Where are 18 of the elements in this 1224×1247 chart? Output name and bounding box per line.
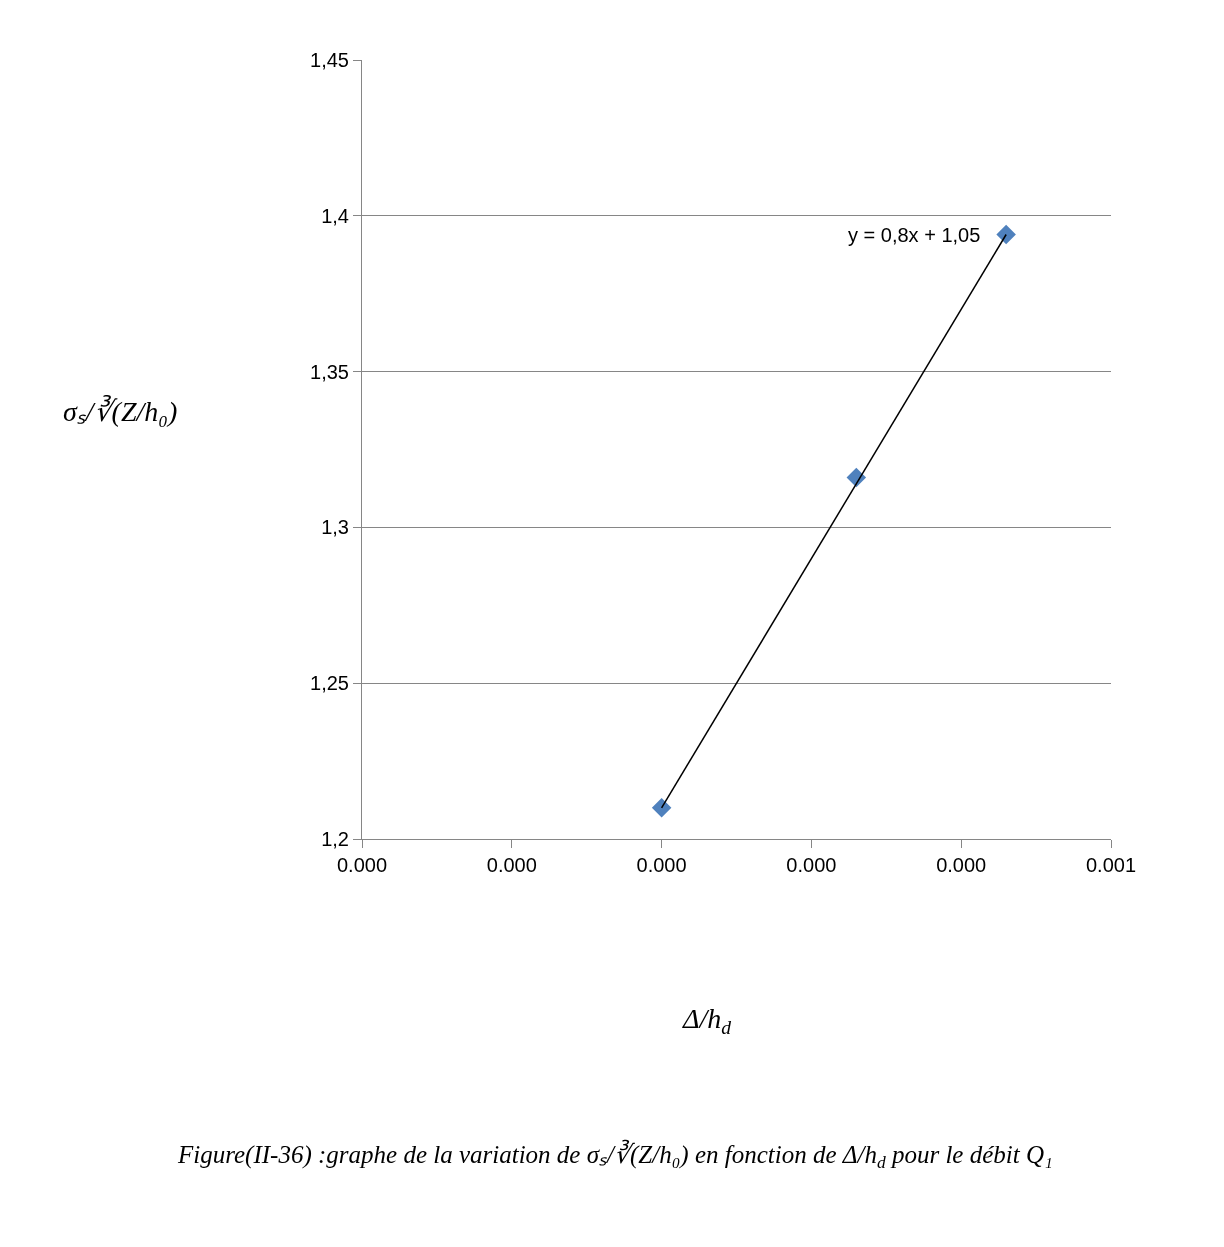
x-tick-label: 0.000	[486, 854, 537, 876]
x-tick-label: 0.000	[336, 854, 388, 876]
text: Figure(II-36) :graphe de la variation de σₛ/∛(Z/h₀) en fonction de Δ/h$_{d}$ pour le débit Q₁	[177, 1139, 1053, 1173]
y-tick-label: 1,4	[321, 204, 349, 227]
x-tick-label: 0.000	[636, 854, 687, 876]
annotation: y = 0,8x + 1,05	[848, 224, 981, 246]
y-tick-label: 1,2	[321, 828, 349, 850]
y-tick-label: 1,25	[310, 672, 349, 695]
point	[996, 224, 1016, 245]
y-tick-label: 1,3	[321, 516, 349, 539]
x-tick-label: 0.000	[936, 854, 987, 876]
y-tick-label: 1,35	[310, 360, 349, 383]
point	[651, 798, 672, 818]
y-tick-label: 1,45	[310, 49, 349, 71]
y-axis-title: σₛ/∛(Z/h₀)	[63, 394, 178, 427]
x-axis-title: Δ/h$_{d}$	[682, 1003, 732, 1038]
x-tick-label: 0.000	[786, 854, 837, 876]
x-tick-label: 0.001	[1085, 854, 1137, 876]
